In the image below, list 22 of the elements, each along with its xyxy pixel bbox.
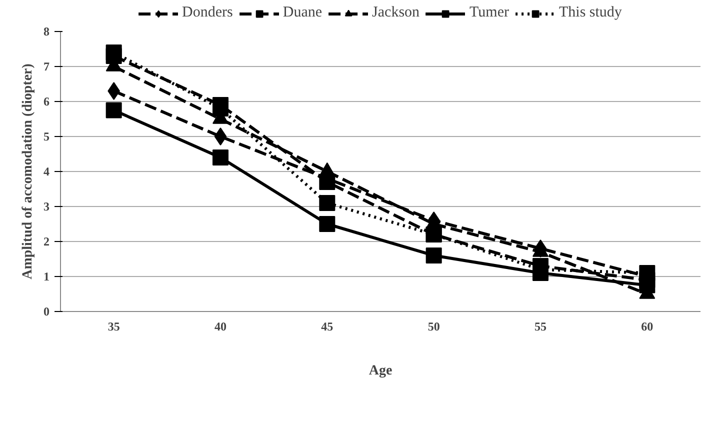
y-tick-label: 3 bbox=[44, 200, 50, 214]
legend-label: Jackson bbox=[372, 4, 420, 22]
x-tick-label: 40 bbox=[214, 320, 226, 334]
y-tick-label: 0 bbox=[44, 304, 50, 318]
x-tick-label: 35 bbox=[108, 320, 120, 334]
x-tick-label: 60 bbox=[641, 320, 654, 334]
y-tick-label: 6 bbox=[44, 94, 50, 108]
y-tick-label: 1 bbox=[44, 270, 50, 284]
y-tick-label: 7 bbox=[44, 60, 50, 74]
legend-label: Duane bbox=[282, 4, 322, 22]
x-tick-label: 50 bbox=[428, 320, 440, 334]
legend-label: This study bbox=[559, 4, 622, 22]
y-tick-label: 2 bbox=[44, 234, 50, 248]
y-axis-title: Amplitud of accomodation (diopter) bbox=[20, 63, 36, 280]
x-tick-label: 45 bbox=[321, 320, 334, 334]
x-tick-label: 55 bbox=[534, 320, 546, 334]
legend-label: Tumer bbox=[470, 4, 510, 22]
y-tick-label: 5 bbox=[44, 130, 50, 144]
legend-label: Donders bbox=[182, 4, 233, 22]
y-tick-label: 4 bbox=[44, 164, 50, 178]
y-tick-label: 8 bbox=[44, 24, 50, 38]
x-axis-title: Age bbox=[368, 364, 392, 378]
